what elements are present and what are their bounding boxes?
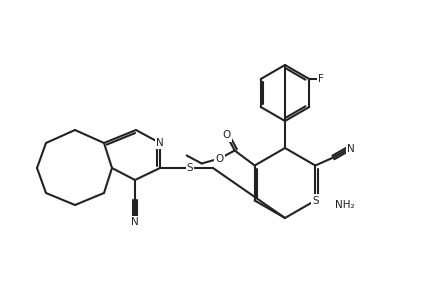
- Text: N: N: [156, 138, 164, 148]
- Text: O: O: [216, 154, 224, 164]
- Text: NH₂: NH₂: [335, 200, 355, 211]
- Text: O: O: [222, 130, 231, 140]
- Text: F: F: [318, 74, 324, 84]
- Text: S: S: [187, 163, 193, 173]
- Text: S: S: [312, 195, 319, 206]
- Text: N: N: [131, 217, 139, 227]
- Text: N: N: [347, 145, 355, 154]
